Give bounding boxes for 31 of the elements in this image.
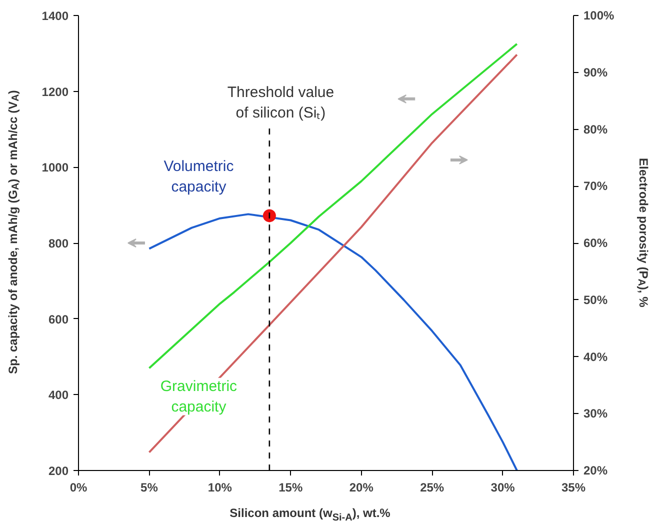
x-axis-title: Silicon amount (w$_{Si-A}$), wt.% (228, 505, 392, 526)
y2-tick-label: 20% (584, 464, 608, 478)
x-tick-label: 5% (140, 480, 158, 494)
line-series (148, 42, 518, 370)
y-tick-label: 400 (48, 388, 69, 402)
x-tick-label: 0% (70, 480, 88, 494)
y-tick-label: 200 (48, 464, 69, 478)
x-tick-label: 35% (561, 480, 586, 494)
y-tick-label: 600 (48, 312, 69, 326)
y2-tick-label: 30% (584, 406, 608, 421)
y2-tick-label: 40% (584, 350, 608, 364)
series-label: Gravimetric capacity (160, 378, 238, 416)
y-tick-label: 1200 (42, 84, 69, 99)
y-tick-label: 800 (48, 236, 69, 250)
x-tick-label: 15% (278, 480, 303, 494)
x-tick-label: 30% (490, 480, 516, 494)
line-series (148, 54, 518, 454)
y2-tick-label: 100% (584, 8, 615, 22)
y-tick-label: 1400 (42, 9, 69, 23)
x-tick-label: 25% (420, 480, 444, 494)
y2-tick-label: 50% (584, 292, 608, 307)
y2-tick-label: 80% (584, 122, 608, 136)
ref-line-label: Threshold value of silicon (Siₜ) (227, 84, 334, 122)
x-tick-label: 10% (208, 480, 232, 494)
x-tick-label: 20% (349, 480, 374, 494)
y2-tick-label: 90% (584, 65, 608, 80)
series-label: Volumetric capacity (164, 158, 234, 196)
line-series (148, 213, 518, 470)
y2-tick-label: 70% (584, 179, 608, 194)
y2-tick-label: 60% (584, 236, 608, 250)
y-tick-label: 1000 (42, 160, 69, 175)
